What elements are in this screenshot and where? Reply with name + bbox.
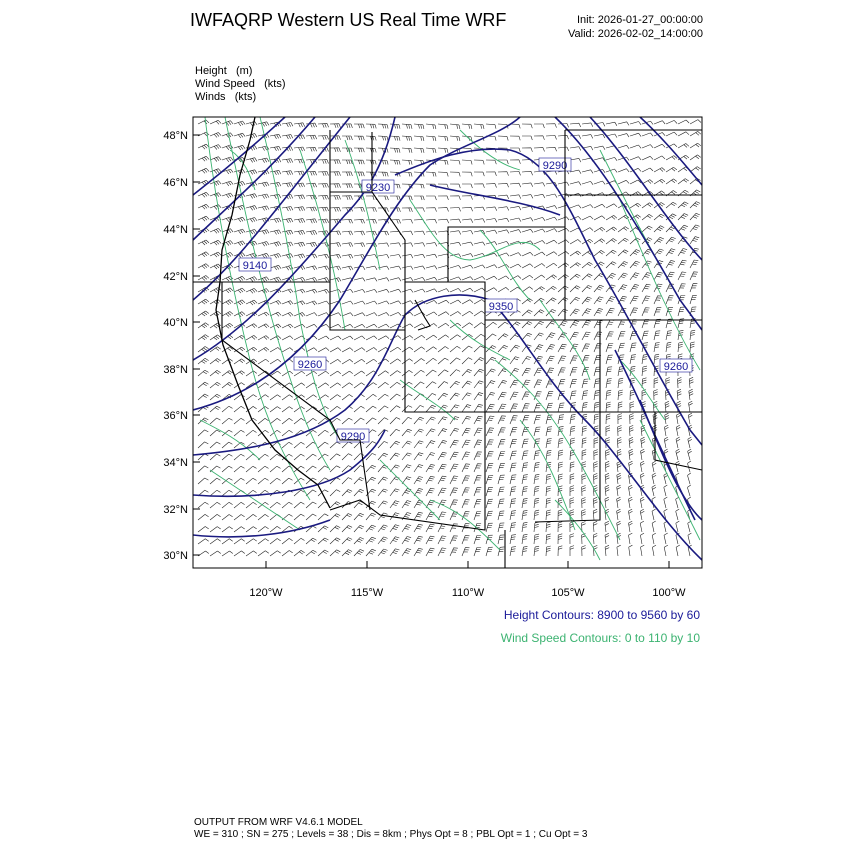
map-frame — [192, 116, 703, 569]
height-contour-label: 9290 — [543, 160, 567, 172]
field-height: Height (m) — [195, 65, 253, 77]
wind-speed-contour-line — [619, 199, 701, 371]
height-contour-label: 9260 — [664, 361, 688, 373]
model-config-footer: WE = 310 ; SN = 275 ; Levels = 38 ; Dis … — [194, 829, 588, 840]
wind-speed-contour-line — [259, 117, 341, 441]
lat-label: 36°N — [163, 410, 188, 422]
lat-label: 40°N — [163, 317, 188, 329]
height-label-box — [361, 179, 395, 194]
wind-speed-contour-line — [619, 359, 666, 421]
height-contour-line — [193, 117, 396, 361]
height-contour-line — [394, 148, 702, 446]
wind-speed-contour-line — [344, 139, 381, 271]
field-list: Height (m) Wind Speed (kts) Winds (kts) — [195, 65, 286, 104]
wind-speed-contour-line — [209, 469, 301, 531]
wind-barb-field — [197, 119, 702, 557]
wind-speed-contour-line — [399, 379, 456, 421]
height-label-box — [538, 157, 572, 172]
model-footer: OUTPUT FROM WRF V4.6.1 MODEL — [194, 817, 363, 828]
height-contour-line — [193, 117, 316, 241]
wind-speed-contour-line — [199, 419, 261, 461]
init-time: Init: 2026-01-27_00:00:00 — [577, 14, 703, 26]
height-contour-line — [193, 117, 286, 196]
height-contour-legend: Height Contours: 8900 to 9560 by 60 — [503, 608, 700, 622]
lon-label: 120°W — [249, 587, 283, 599]
lon-label: 105°W — [551, 587, 585, 599]
height-contour-line — [589, 117, 702, 261]
lat-label: 38°N — [163, 364, 188, 376]
state-borders — [193, 129, 702, 568]
wind-speed-contour-line — [459, 129, 521, 171]
wind-speed-contour-line — [224, 117, 331, 471]
lon-label: 115°W — [351, 587, 384, 599]
height-contour-label: 9260 — [298, 359, 322, 371]
coastline — [215, 117, 331, 509]
field-winds: Winds (kts) — [195, 91, 257, 103]
height-contour-line — [193, 294, 702, 561]
lat-label: 34°N — [163, 457, 188, 469]
height-contour-line — [193, 117, 521, 411]
height-label-box — [238, 257, 272, 272]
wind-speed-contour-line — [449, 319, 511, 361]
wind-speed-contour-line — [409, 199, 541, 261]
lat-label: 48°N — [163, 130, 188, 142]
height-contour-label: 9140 — [243, 260, 267, 272]
field-wind-speed: Wind Speed (kts) — [195, 78, 286, 90]
map-axes: 48°N 46°N 44°N 42°N 40°N 38°N 36°N 34°N 32°N 30°N… — [163, 130, 686, 599]
height-label-box — [293, 356, 327, 371]
height-contour-line — [193, 429, 386, 498]
wind-contour-legend: Wind Speed Contours: 0 to 110 by 10 — [500, 631, 700, 645]
height-contour-line — [639, 117, 702, 186]
height-contour-line — [193, 519, 331, 538]
wind-speed-contour-line — [479, 229, 531, 301]
height-contour-line — [193, 117, 351, 301]
height-contour-line — [614, 349, 696, 521]
lon-label: 100°W — [652, 587, 686, 599]
wind-speed-contour-line — [229, 149, 256, 191]
height-label-box — [336, 428, 370, 443]
wind-speed-contour-line — [599, 149, 681, 301]
height-label-box — [659, 358, 693, 373]
lat-label: 44°N — [163, 224, 188, 236]
wind-barbs — [197, 119, 702, 557]
wind-speed-contour-line — [554, 499, 601, 561]
wind-speed-contour-line — [429, 499, 501, 551]
height-contour-line — [554, 117, 702, 331]
lat-label: 46°N — [163, 177, 188, 189]
lat-label: 42°N — [163, 271, 188, 283]
height-contour-label: 9290 — [341, 431, 365, 443]
lon-label: 110°W — [452, 587, 485, 599]
wind-speed-contour-line — [539, 299, 591, 381]
valid-time: Valid: 2026-02-02_14:00:00 — [568, 28, 703, 40]
wind-speed-contour-line — [379, 459, 441, 521]
wind-speed-contours — [199, 117, 701, 561]
height-contour-line — [639, 399, 702, 521]
wind-speed-contour-line — [494, 359, 621, 541]
map-title: IWFAQRP Western US Real Time WRF — [190, 10, 507, 30]
wind-speed-contour-line — [639, 419, 701, 541]
lat-label: 32°N — [163, 504, 188, 516]
height-contour-line — [429, 184, 561, 216]
height-contour-label: 9350 — [489, 301, 513, 313]
lat-label: 30°N — [163, 550, 188, 562]
wind-speed-contour-line — [204, 117, 311, 501]
